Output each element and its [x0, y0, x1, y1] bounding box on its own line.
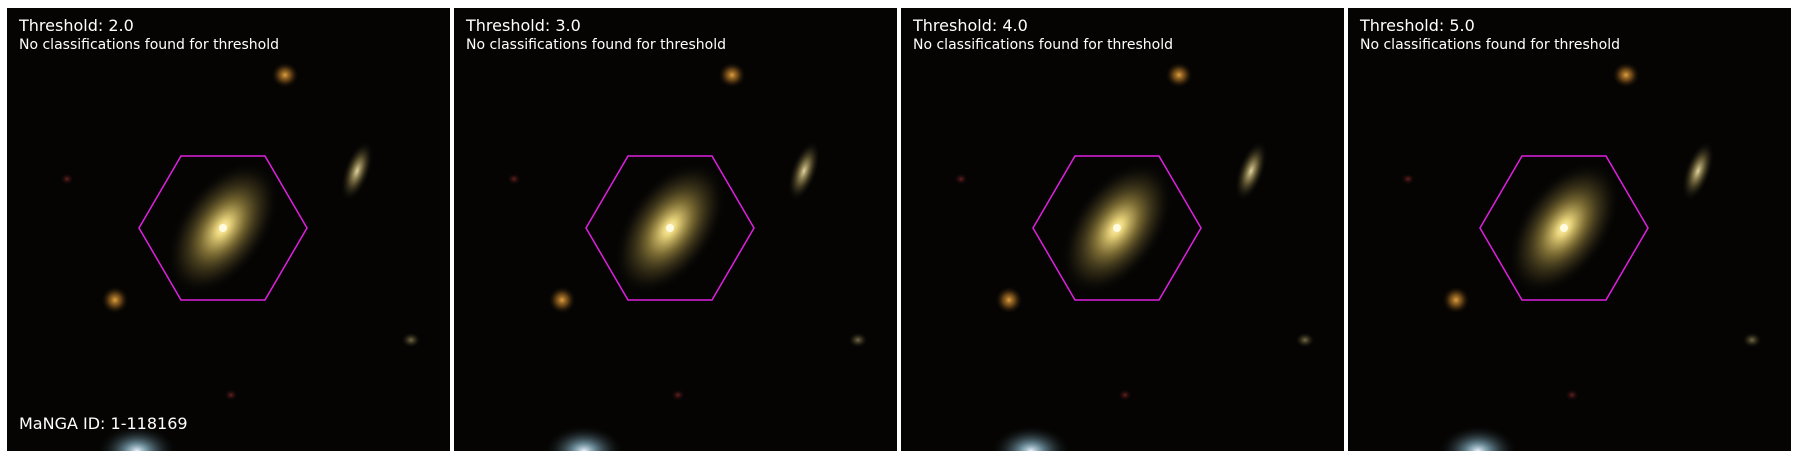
ifu-hexagon	[138, 155, 308, 301]
panel-title: Threshold: 5.0	[1360, 16, 1475, 35]
panel-message: No classifications found for threshold	[19, 37, 279, 53]
ifu-hexagon	[585, 155, 755, 301]
galaxy-cutout-image	[1401, 62, 1762, 451]
cutout-panel-1: Threshold: 2.0 No classifications found …	[7, 8, 450, 451]
panel-title: Threshold: 4.0	[913, 16, 1028, 35]
ifu-hexagon	[1032, 155, 1202, 301]
cutout-panel-2: Threshold: 3.0 No classifications found …	[454, 8, 897, 451]
panel-message: No classifications found for threshold	[913, 37, 1173, 53]
cutout-panel-3: Threshold: 4.0 No classifications found …	[901, 8, 1344, 451]
manga-id-label: MaNGA ID: 1-118169	[19, 414, 188, 433]
ifu-hexagon	[1479, 155, 1649, 301]
galaxy-cutout-image	[60, 62, 421, 451]
panel-title: Threshold: 3.0	[466, 16, 581, 35]
panel-title: Threshold: 2.0	[19, 16, 134, 35]
galaxy-cutout-image	[954, 62, 1315, 451]
cutout-panel-4: Threshold: 5.0 No classifications found …	[1348, 8, 1791, 451]
galaxy-cutout-image	[507, 62, 868, 451]
panel-message: No classifications found for threshold	[1360, 37, 1620, 53]
panel-message: No classifications found for threshold	[466, 37, 726, 53]
